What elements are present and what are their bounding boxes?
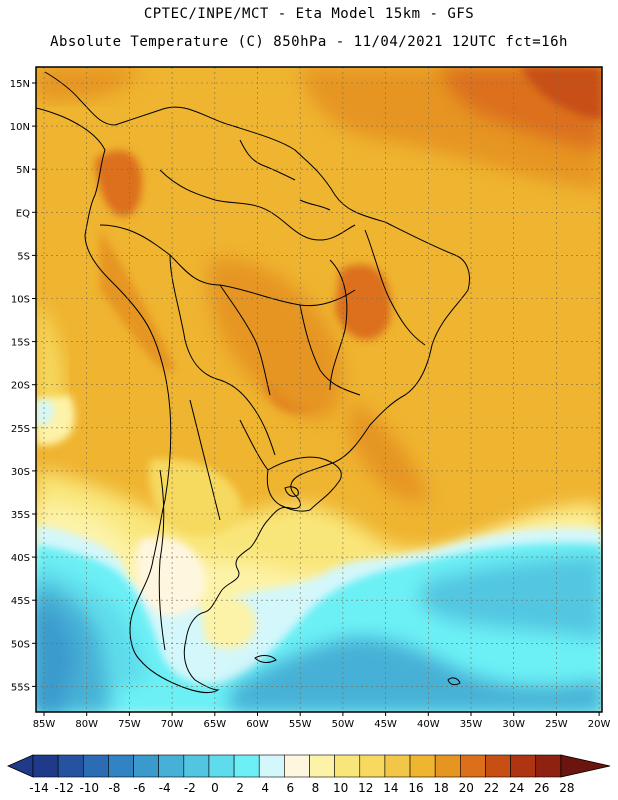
- lat-label: EQ: [16, 208, 30, 219]
- colorbar-segment: [359, 754, 386, 778]
- colorbar-label: 8: [312, 781, 320, 795]
- colorbar-segment: [284, 754, 310, 778]
- lon-label: 75W: [118, 719, 141, 730]
- colorbar-left-arrow: [7, 754, 34, 778]
- colorbar-label: 14: [383, 781, 398, 795]
- colorbar-segment: [133, 754, 159, 778]
- lat-label: 20S: [11, 381, 30, 392]
- lon-label: 85W: [33, 719, 56, 730]
- lat-label: 30S: [11, 467, 30, 478]
- colorbar-label: 2: [236, 781, 244, 795]
- colorbar: -14 -12 -10 -8 -6 -4 -2 0 2 4 6 8 10 12 14 16 18 20 22 24 26…: [7, 754, 611, 795]
- longitude-labels: 85W 80W 75W 70W 65W 60W 55W 50W 45W 40W 35W 30W 25W 2…: [33, 712, 611, 730]
- lat-label: 15N: [10, 79, 30, 90]
- lat-label: 35S: [11, 510, 30, 521]
- latitude-labels: 15N 10N 5N EQ 5S 10S 15S 20S 25S 30S 35S 40S 45S 50S 5…: [10, 79, 36, 693]
- lon-label: 60W: [246, 719, 269, 730]
- lon-label: 65W: [203, 719, 226, 730]
- colorbar-label: 10: [333, 781, 348, 795]
- colorbar-label: -6: [134, 781, 146, 795]
- colorbar-label: 18: [434, 781, 449, 795]
- lat-label: 45S: [11, 596, 30, 607]
- lon-label: 80W: [75, 719, 98, 730]
- colorbar-label: -10: [79, 781, 99, 795]
- map-frame: [35, 66, 603, 713]
- colorbar-label: -4: [159, 781, 171, 795]
- title-line-2: Absolute Temperature (C) 850hPa - 11/04/…: [50, 34, 568, 50]
- colorbar-segment: [183, 754, 210, 778]
- colorbar-segment: [510, 754, 537, 778]
- colorbar-segment: [434, 754, 461, 778]
- colorbar-label: 0: [211, 781, 219, 795]
- colorbar-label: 6: [287, 781, 295, 795]
- lat-label: 40S: [11, 553, 30, 564]
- lat-label: 10N: [10, 122, 30, 133]
- colorbar-segment: [535, 754, 562, 778]
- lon-label: 35W: [460, 719, 483, 730]
- colorbar-label: -2: [184, 781, 196, 795]
- title-line-1: CPTEC/INPE/MCT - Eta Model 15km - GFS: [143, 6, 475, 22]
- colorbar-segment: [309, 754, 335, 778]
- lon-label: 45W: [374, 719, 397, 730]
- lat-label: 5S: [17, 251, 30, 262]
- lat-label: 15S: [11, 338, 30, 349]
- colorbar-label: 26: [534, 781, 549, 795]
- colorbar-segment: [82, 754, 109, 778]
- colorbar-label: 22: [484, 781, 499, 795]
- colorbar-label: -12: [54, 781, 74, 795]
- lon-label: 70W: [161, 719, 184, 730]
- lon-label: 30W: [502, 719, 525, 730]
- colorbar-label: 4: [261, 781, 269, 795]
- colorbar-label: 24: [509, 781, 524, 795]
- lon-label: 55W: [289, 719, 312, 730]
- colorbar-segment: [485, 754, 511, 778]
- colorbar-right-arrow: [560, 754, 611, 778]
- colorbar-label: 12: [358, 781, 373, 795]
- lon-label: 25W: [545, 719, 568, 730]
- lat-label: 5N: [16, 165, 30, 176]
- lon-label: 50W: [332, 719, 355, 730]
- colorbar-segment: [258, 754, 285, 778]
- lon-label: 20W: [588, 719, 611, 730]
- colorbar-label: 28: [559, 781, 574, 795]
- lat-label: 50S: [11, 639, 30, 650]
- colorbar-label: -8: [108, 781, 120, 795]
- colorbar-segment: [384, 754, 411, 778]
- colorbar-segment: [158, 754, 185, 778]
- colorbar-label: 20: [459, 781, 474, 795]
- colorbar-segment: [409, 754, 436, 778]
- temperature-field: [36, 67, 602, 712]
- colorbar-label: -14: [29, 781, 49, 795]
- lat-label: 55S: [11, 682, 30, 693]
- colorbar-segment: [233, 754, 260, 778]
- colorbar-segment: [208, 754, 235, 778]
- coastlines: [36, 71, 470, 694]
- colorbar-segment: [32, 754, 59, 778]
- colorbar-label: 16: [408, 781, 423, 795]
- colorbar-segment: [334, 754, 361, 778]
- lat-label: 10S: [11, 295, 30, 306]
- lat-label: 25S: [11, 424, 30, 435]
- colorbar-segment: [460, 754, 486, 778]
- lon-label: 40W: [417, 719, 440, 730]
- lat-lon-grid: [36, 67, 602, 712]
- colorbar-segment: [108, 754, 134, 778]
- colorbar-segment: [57, 754, 84, 778]
